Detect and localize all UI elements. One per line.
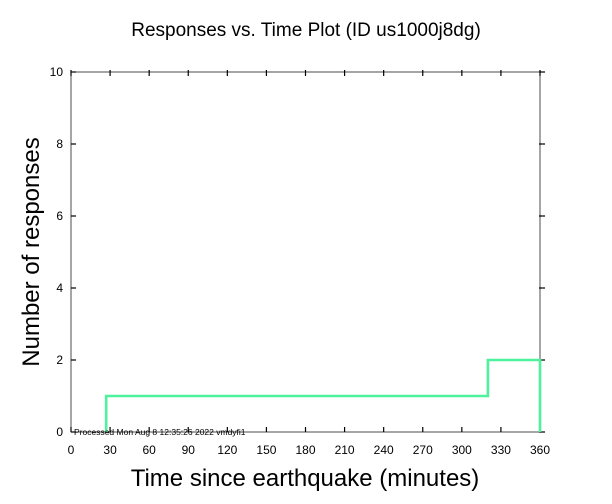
y-tick-label: 10 xyxy=(50,65,64,79)
x-tick-label: 60 xyxy=(142,443,156,457)
x-tick-label: 180 xyxy=(295,443,315,457)
chart-title: Responses vs. Time Plot (ID us1000j8dg) xyxy=(131,20,481,41)
x-tick-label: 240 xyxy=(374,443,394,457)
y-tick-label: 0 xyxy=(56,425,63,439)
x-tick-label: 30 xyxy=(103,443,117,457)
series-layer xyxy=(104,358,542,432)
x-tick-label: 150 xyxy=(256,443,276,457)
x-tick-label: 270 xyxy=(413,443,433,457)
y-tick-label: 4 xyxy=(56,281,63,295)
x-tick-label: 90 xyxy=(182,443,196,457)
x-tick-label: 360 xyxy=(530,443,550,457)
y-axis-label: Number of responses xyxy=(18,137,45,366)
axis-ticks: 0 30 60 90 120 150 180 210 240 270 300 330 360 0 2 4 6 8 1… xyxy=(50,65,551,457)
plot-frame xyxy=(70,71,541,433)
x-tick-label: 300 xyxy=(452,443,472,457)
y-tick-label: 8 xyxy=(56,137,63,151)
x-axis-label: Time since earthquake (minutes) xyxy=(131,465,480,492)
x-tick-label: 120 xyxy=(217,443,237,457)
x-tick-label: 330 xyxy=(491,443,511,457)
x-tick-label: 210 xyxy=(335,443,355,457)
y-tick-label: 2 xyxy=(56,353,63,367)
y-tick-label: 6 xyxy=(56,209,63,223)
x-tick-label: 0 xyxy=(68,443,75,457)
processed-annotation: Processed Mon Aug 8 12:35:26 2022 vmdyfi… xyxy=(74,427,246,437)
series-line xyxy=(104,358,542,432)
